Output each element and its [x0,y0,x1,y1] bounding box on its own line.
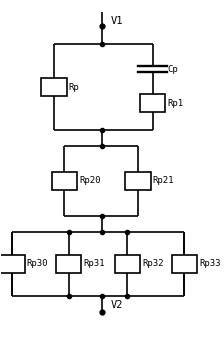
Text: Cp: Cp [167,65,178,74]
Text: V2: V2 [111,300,123,310]
Bar [125,172,151,190]
Bar [56,255,81,273]
Text: V1: V1 [111,16,123,26]
Text: Rp31: Rp31 [83,260,105,269]
Bar [0,255,24,273]
Text: Rp20: Rp20 [79,176,101,185]
Bar [140,94,165,112]
Bar [172,255,197,273]
Text: Rp32: Rp32 [142,260,164,269]
Bar [41,78,67,96]
Text: Rp30: Rp30 [27,260,48,269]
Text: Rp33: Rp33 [199,260,220,269]
Text: Rp1: Rp1 [167,99,183,108]
Bar [52,172,77,190]
Text: Rp21: Rp21 [153,176,174,185]
Bar [115,255,140,273]
Text: Rp: Rp [69,83,79,92]
